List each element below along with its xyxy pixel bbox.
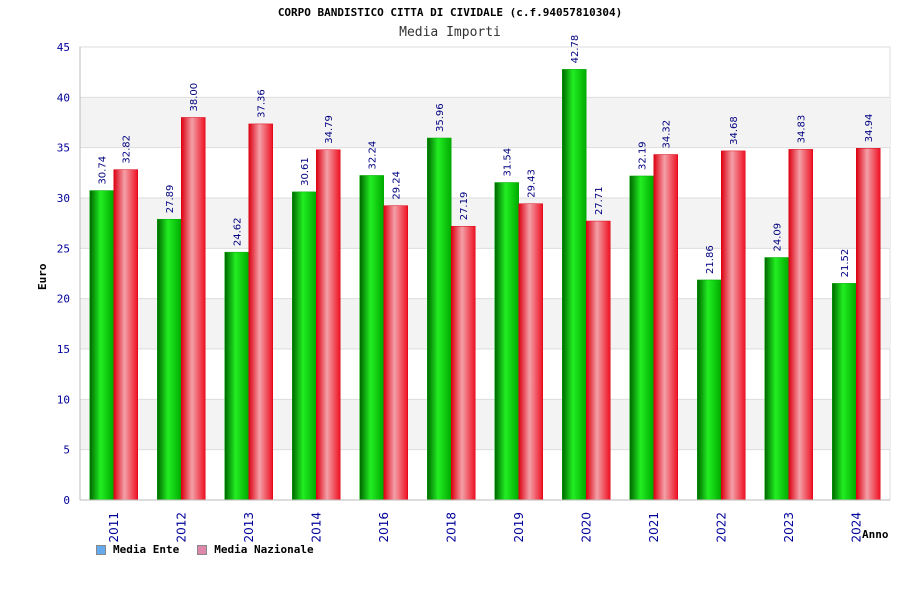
bar-media-nazionale-2020 (586, 220, 611, 501)
bar-media-nazionale-2016 (383, 205, 408, 501)
x-tick-label: 2022 (714, 512, 728, 543)
grid-band (80, 198, 890, 249)
y-tick-label: 15 (57, 343, 70, 356)
data-label: 34.83 (797, 115, 808, 144)
bar-media-nazionale-2018 (451, 226, 476, 501)
grid-band (80, 399, 890, 450)
grid-band (80, 97, 890, 148)
bar-media-ente-2022 (697, 279, 722, 501)
x-tick-label: 2013 (242, 512, 256, 543)
data-label: 27.89 (165, 185, 176, 214)
data-label: 24.62 (233, 218, 244, 247)
bar-media-ente-2013 (224, 251, 249, 501)
bar-media-nazionale-2011 (113, 169, 138, 501)
y-tick-label: 5 (63, 444, 70, 457)
y-tick-label: 25 (57, 242, 70, 255)
bar-media-ente-2018 (427, 137, 452, 501)
x-tick-label: 2024 (849, 512, 863, 543)
x-tick-label: 2023 (782, 512, 796, 543)
legend-item-media-nazionale: Media Nazionale (197, 543, 314, 556)
chart-title: CORPO BANDISTICO CITTA DI CIVIDALE (c.f.… (277, 6, 623, 19)
grid-band (80, 298, 890, 349)
data-label: 32.19 (638, 141, 649, 170)
legend-label-media-nazionale: Media Nazionale (214, 543, 314, 556)
data-label: 32.82 (122, 135, 133, 164)
data-label: 31.54 (503, 148, 514, 177)
x-tick-label: 2011 (107, 512, 121, 543)
data-label: 27.71 (594, 186, 605, 215)
legend-swatch-media-nazionale (197, 544, 208, 555)
data-label: 35.96 (435, 103, 446, 132)
x-tick-label: 2019 (512, 512, 526, 543)
y-tick-label: 0 (63, 494, 70, 507)
y-tick-label: 20 (57, 293, 70, 306)
bar-media-ente-2012 (157, 218, 182, 501)
legend-item-media-ente: Media Ente (96, 543, 179, 556)
data-label: 30.74 (98, 156, 109, 185)
bar-media-ente-2019 (494, 182, 519, 501)
data-label: 34.79 (324, 115, 335, 144)
x-tick-label: 2016 (377, 512, 391, 543)
data-label: 32.24 (368, 141, 379, 170)
bar-media-nazionale-2022 (721, 150, 746, 501)
data-label: 27.19 (459, 192, 470, 221)
data-label: 29.43 (527, 169, 538, 198)
bar-media-ente-2011 (89, 190, 114, 501)
y-tick-label: 40 (57, 91, 70, 104)
legend-swatch-media-ente (96, 544, 106, 555)
y-tick-label: 35 (57, 142, 70, 155)
y-tick-label: 30 (57, 192, 70, 205)
bar-media-nazionale-2013 (248, 123, 273, 501)
data-label: 29.24 (392, 171, 403, 200)
data-label: 34.94 (864, 114, 875, 143)
bar-media-ente-2024 (832, 283, 857, 501)
x-axis-label: Anno (862, 528, 889, 541)
bar-media-nazionale-2024 (856, 148, 881, 501)
data-label: 21.52 (840, 249, 851, 278)
x-tick-label: 2014 (309, 512, 323, 543)
bar-media-ente-2023 (764, 257, 789, 501)
bar-media-ente-2020 (562, 69, 587, 501)
data-label: 21.86 (705, 245, 716, 274)
data-label: 37.36 (257, 89, 268, 118)
legend-label-media-ente: Media Ente (113, 543, 180, 556)
bar-media-nazionale-2014 (316, 149, 341, 501)
chart-subtitle: Media Importi (399, 25, 501, 40)
data-label: 42.78 (570, 35, 581, 64)
x-tick-label: 2021 (647, 512, 661, 543)
bar-media-nazionale-2023 (788, 149, 813, 501)
y-tick-label: 10 (57, 393, 70, 406)
data-label: 34.32 (662, 120, 673, 149)
x-tick-label: 2018 (444, 512, 458, 543)
bar-media-ente-2016 (359, 175, 384, 501)
y-axis-label: Euro (36, 263, 49, 291)
bar-media-nazionale-2012 (181, 117, 206, 501)
data-label: 24.09 (773, 223, 784, 252)
bar-media-ente-2021 (629, 175, 654, 501)
x-tick-label: 2012 (174, 512, 188, 543)
y-tick-label: 45 (57, 41, 70, 54)
data-label: 38.00 (189, 83, 200, 112)
bar-media-nazionale-2021 (653, 154, 678, 501)
legend: Media Ente Media Nazionale (96, 543, 314, 556)
data-label: 30.61 (300, 157, 311, 186)
x-tick-label: 2020 (579, 512, 593, 543)
bar-media-ente-2014 (292, 191, 317, 501)
data-label: 34.68 (729, 116, 740, 145)
bar-media-nazionale-2019 (518, 203, 543, 501)
